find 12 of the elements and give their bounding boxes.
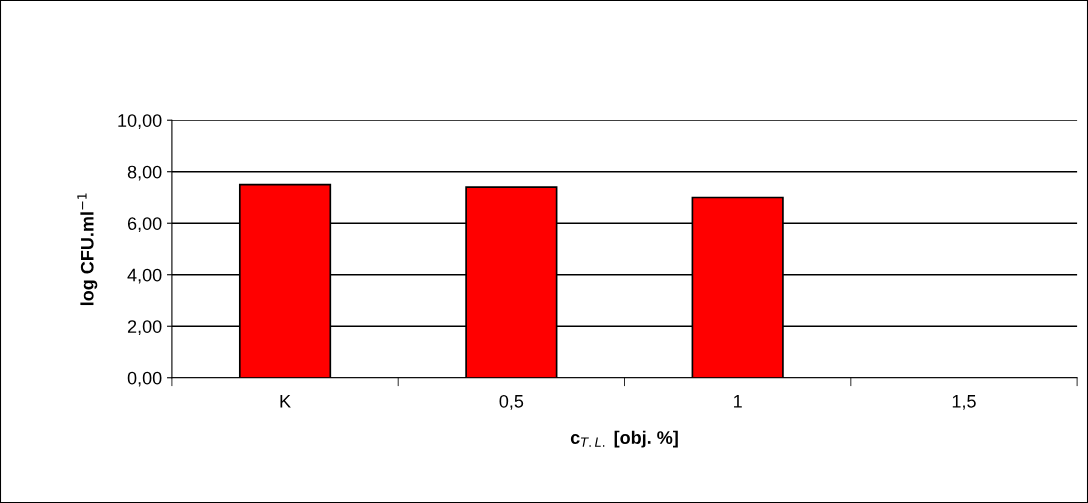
y-tick-label: 2,00 bbox=[127, 320, 162, 336]
x-tick-label: 1,5 bbox=[952, 395, 976, 410]
x-tick-label: 1 bbox=[734, 395, 742, 408]
y-tick-label: 0,00 bbox=[127, 371, 162, 387]
y-tick-label: 4,00 bbox=[127, 268, 162, 284]
y-axis-title: log CFU.ml$^{−1}$ bbox=[77, 193, 98, 306]
x-tick-label: K bbox=[280, 395, 291, 408]
y-tick-label: 10,00 bbox=[118, 114, 162, 130]
x-tick-label: 0,5 bbox=[499, 394, 524, 410]
y-tick-label: 8,00 bbox=[127, 165, 162, 181]
x-axis-title: c$_{T.L.}$ [obj. %] bbox=[570, 430, 678, 448]
y-tick-label: 6,00 bbox=[127, 217, 162, 233]
